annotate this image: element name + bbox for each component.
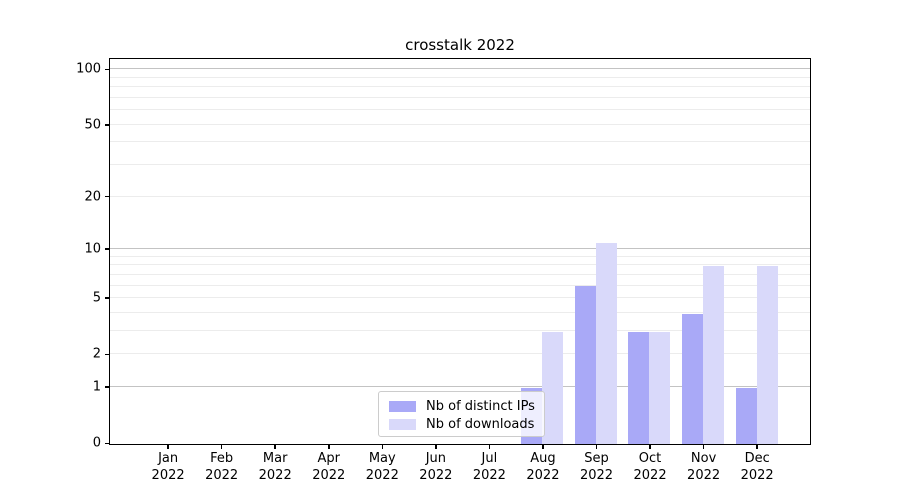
legend-label: Nb of distinct IPs [426,398,535,414]
y-tick-label: 50 [84,117,101,133]
y-tick-label: 20 [84,189,101,205]
bar-downloads-nov [703,265,724,444]
y-tick-label: 10 [84,241,101,257]
x-tick-mark [542,445,544,449]
x-tick-mark [167,445,169,449]
minor-gridline [110,353,810,355]
bar-distinct-ips-oct [628,331,650,444]
y-tick-mark [105,123,109,126]
minor-gridline [110,284,810,286]
minor-gridline [110,297,810,299]
y-tick-label: 1 [92,379,101,395]
x-tick-label: Jun 2022 [419,451,453,483]
minor-gridline [110,255,810,257]
x-tick-label: Dec 2022 [740,451,774,483]
x-tick-label: Apr 2022 [312,451,346,483]
minor-gridline [110,109,810,111]
x-tick-mark [488,445,491,449]
legend-label: Nb of downloads [426,416,535,432]
minor-gridline [110,123,810,125]
x-tick-label: Aug 2022 [526,451,560,483]
x-tick-label: Feb 2022 [205,451,239,483]
minor-gridline [110,273,810,275]
legend-swatch-icon [389,418,416,430]
y-tick-mark [105,386,109,389]
major-gridline [110,386,810,388]
major-gridline [110,68,810,70]
legend-entry: Nb of downloads [389,415,544,433]
minor-gridline [110,164,810,166]
x-tick-label: May 2022 [365,451,399,483]
minor-gridline [110,264,810,266]
x-tick-mark [702,445,705,449]
y-tick-label: 0 [92,435,101,451]
bar-downloads-aug [542,331,564,444]
y-tick-mark [105,248,109,250]
x-tick-label: Jul 2022 [472,451,506,483]
x-tick-label: Sep 2022 [579,451,614,483]
major-gridline [110,247,810,249]
y-tick-mark [105,195,109,198]
bar-downloads-sep [595,242,617,444]
x-tick-label: Jan 2022 [151,451,185,483]
x-tick-mark [649,445,651,449]
y-tick-mark [105,442,109,445]
x-tick-label: Nov 2022 [687,451,721,483]
chart-title: crosstalk 2022 [405,36,515,54]
minor-gridline [110,86,810,88]
y-tick-label: 100 [76,61,101,77]
y-tick-mark [105,68,109,71]
legend-swatch-icon [389,400,416,412]
bar-downloads-dec [756,265,778,444]
bar-distinct-ips-sep [574,286,596,444]
bar-distinct-ips-dec [735,387,757,444]
x-tick-mark [381,445,384,449]
minor-gridline [110,195,810,197]
y-tick-label: 2 [92,346,101,362]
minor-gridline [110,76,810,78]
x-tick-mark [327,445,330,449]
x-tick-mark [274,445,276,449]
minor-gridline [110,96,810,98]
minor-gridline [110,311,810,313]
plot-area [109,58,811,445]
x-tick-mark [220,445,223,449]
x-tick-mark [756,445,758,449]
y-tick-label: 5 [92,290,101,306]
x-tick-mark [435,445,437,449]
bar-downloads-oct [649,331,671,444]
x-tick-mark [595,445,598,449]
y-tick-mark [105,353,109,356]
x-tick-label: Mar 2022 [258,451,292,483]
legend-entry: Nb of distinct IPs [389,397,544,415]
x-tick-label: Oct 2022 [633,451,667,483]
bar-distinct-ips-nov [682,313,703,444]
y-tick-mark [105,297,109,299]
minor-gridline [110,329,810,331]
legend: Nb of distinct IPs Nb of downloads [378,391,545,437]
minor-gridline [110,141,810,143]
